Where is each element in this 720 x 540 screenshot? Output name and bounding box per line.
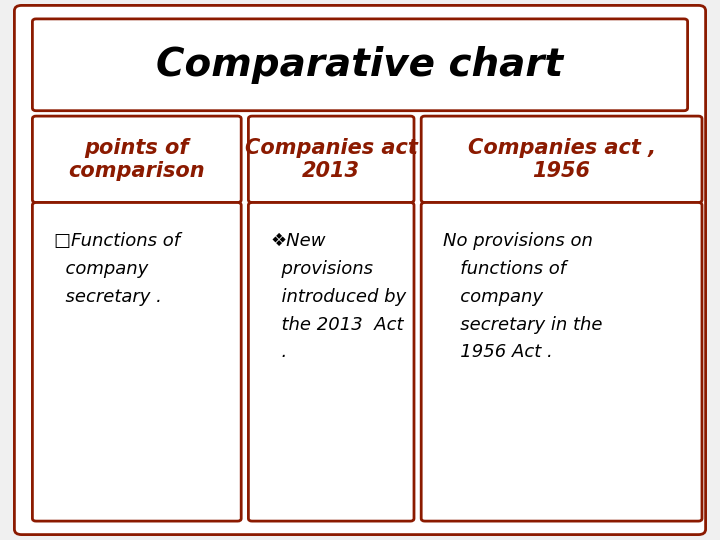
Text: Comparative chart: Comparative chart	[156, 46, 564, 84]
FancyBboxPatch shape	[32, 116, 241, 202]
FancyBboxPatch shape	[14, 5, 706, 535]
FancyBboxPatch shape	[421, 202, 702, 521]
FancyBboxPatch shape	[32, 19, 688, 111]
Text: No provisions on
   functions of
   company
   secretary in the
   1956 Act .: No provisions on functions of company se…	[443, 232, 603, 361]
FancyBboxPatch shape	[421, 116, 702, 202]
Text: Companies act ,
1956: Companies act , 1956	[467, 138, 656, 181]
Text: Companies act
2013: Companies act 2013	[245, 138, 418, 181]
FancyBboxPatch shape	[248, 202, 414, 521]
FancyBboxPatch shape	[248, 116, 414, 202]
Text: points of
comparison: points of comparison	[68, 138, 205, 181]
FancyBboxPatch shape	[32, 202, 241, 521]
Text: ❖New
  provisions
  introduced by
  the 2013  Act
  .: ❖New provisions introduced by the 2013 A…	[270, 232, 406, 361]
Text: □Functions of
  company
  secretary .: □Functions of company secretary .	[54, 232, 180, 306]
